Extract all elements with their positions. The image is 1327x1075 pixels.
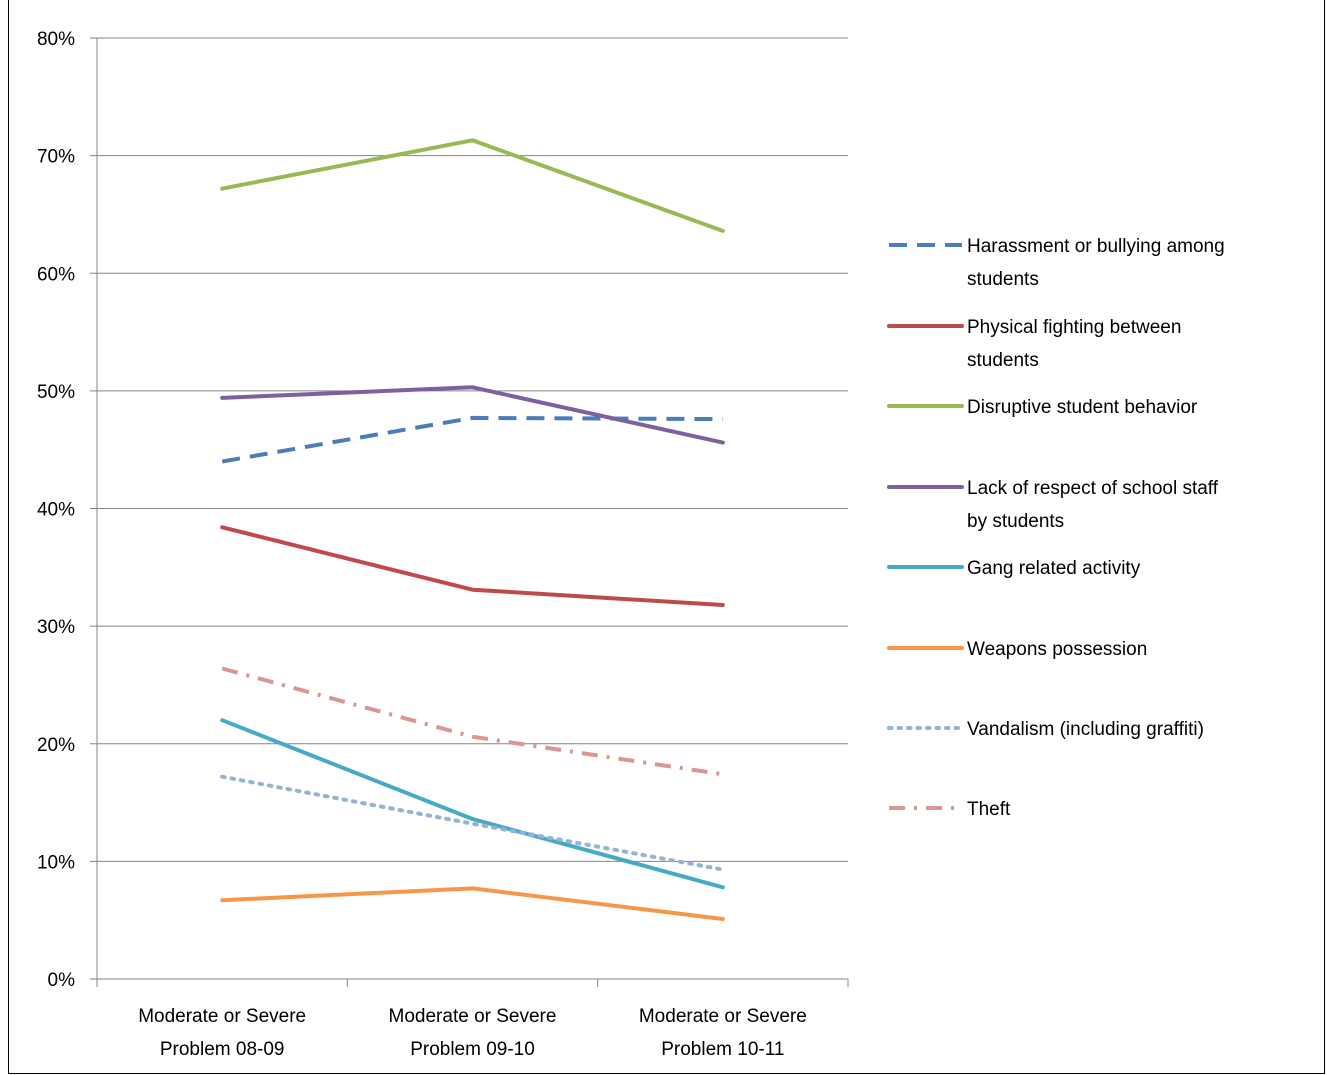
series-line-1: [221, 415, 723, 464]
chart-frame: [8, 0, 1325, 1074]
series-line-2: [220, 525, 725, 607]
series-line-6: [220, 886, 725, 921]
y-tick-label: 0%: [48, 970, 76, 991]
y-tick-label: 80%: [37, 29, 75, 50]
legend-label: students: [967, 269, 1039, 290]
y-tick-label: 50%: [37, 382, 75, 403]
x-tick-label: Problem 09-10: [410, 1039, 535, 1060]
legend-label: Physical fighting between: [967, 317, 1181, 338]
y-tick-label: 30%: [37, 617, 75, 638]
legend-label: Vandalism (including graffiti): [967, 719, 1204, 740]
series-line-7: [220, 774, 725, 872]
y-tick-label: 40%: [37, 500, 75, 521]
x-tick-label: Moderate or Severe: [389, 1006, 557, 1027]
legend-label: Weapons possession: [967, 639, 1147, 660]
x-tick-label: Problem 08-09: [160, 1039, 285, 1060]
series-line-8: [221, 666, 724, 777]
y-tick-label: 20%: [37, 735, 75, 756]
legend-label: Theft: [967, 799, 1011, 820]
series-line-5: [220, 718, 725, 890]
legend-label: by students: [967, 511, 1064, 532]
y-tick-label: 70%: [37, 147, 75, 168]
y-tick-label: 10%: [37, 852, 75, 873]
legend-label: Harassment or bullying among: [967, 236, 1225, 257]
x-tick-label: Moderate or Severe: [639, 1006, 807, 1027]
legend-label: students: [967, 350, 1039, 371]
x-tick-label: Problem 10-11: [661, 1039, 784, 1060]
series-line-4: [220, 385, 725, 445]
y-tick-label: 60%: [37, 264, 75, 285]
legend-label: Gang related activity: [967, 558, 1141, 579]
legend-label: Disruptive student behavior: [967, 397, 1198, 418]
x-tick-label: Moderate or Severe: [138, 1006, 306, 1027]
series-line-3: [220, 138, 725, 233]
legend-label: Lack of respect of school staff: [967, 478, 1219, 499]
